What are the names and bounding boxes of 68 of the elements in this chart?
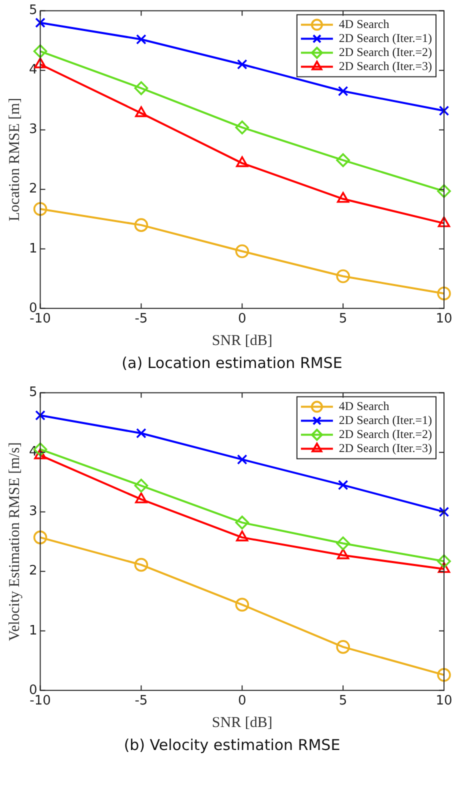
point [338,480,348,490]
point [437,554,451,568]
point [134,81,148,96]
point [338,86,348,96]
point [134,558,148,572]
point [438,106,450,116]
point [33,44,48,58]
y-tick-label: 4 [28,62,38,78]
point [236,454,248,465]
y-tick-label: 3 [28,122,38,138]
point [336,192,350,203]
point [235,244,250,258]
legend-label: 4D Search [338,16,390,31]
point [438,506,450,517]
point [135,106,148,118]
x-tick-label: -5 [134,694,148,709]
point [438,562,450,573]
point [35,410,46,421]
y-axis-title: Location RMSE [m] [6,98,23,222]
x-tick-label: 10 [436,312,452,327]
x-tick-label: 5 [338,312,348,327]
legend-label: 2D Search (Iter.=1) [338,30,432,45]
point [136,34,146,45]
x-tick-label: 5 [338,694,348,709]
text: (a) Location estimation RMSE [120,354,344,372]
point [235,598,250,612]
legend-label: 2D Search (Iter.=2) [338,44,432,59]
y-tick-label: 2 [28,564,38,579]
x-tick-label: -5 [134,312,148,327]
point [336,269,350,284]
x-tick-label: 0 [238,694,246,709]
point [437,184,451,198]
x-axis-title: SNR [dB] [212,332,272,349]
y-tick-label: 3 [28,504,38,520]
x-tick-label: 0 [238,312,246,327]
point [437,668,451,682]
point [136,428,146,438]
text: (b) Velocity estimation RMSE [122,736,342,754]
y-tick-label: 5 [28,3,38,18]
x-axis-title: SNR [dB] [212,714,272,731]
y-tick-label: 1 [28,623,38,638]
point [336,640,350,654]
legend-label: 2D Search (Iter.=3) [338,440,432,455]
y-axis-title: Velocity Estimation RMSE [m/s] [6,442,23,641]
point [134,218,148,232]
point [236,59,248,70]
point [236,530,248,542]
y-tick-label: 1 [28,241,38,256]
point [235,516,250,530]
x-tick-label: 10 [436,694,452,709]
legend-label: 2D Search (Iter.=3) [338,58,432,73]
y-tick-label: 5 [28,385,38,400]
legend-label: 4D Search [338,398,390,413]
point [438,216,450,228]
point [135,492,148,504]
point [134,478,148,493]
legend-label: 2D Search (Iter.=1) [338,412,432,427]
point [336,536,350,550]
y-tick-label: 2 [28,182,38,197]
point [336,153,350,168]
point [33,202,48,216]
point [336,548,350,560]
point [437,286,451,300]
point [236,156,248,168]
legend-label: 2D Search (Iter.=2) [338,426,432,441]
point [235,120,250,134]
point [33,530,48,544]
point [35,18,46,28]
